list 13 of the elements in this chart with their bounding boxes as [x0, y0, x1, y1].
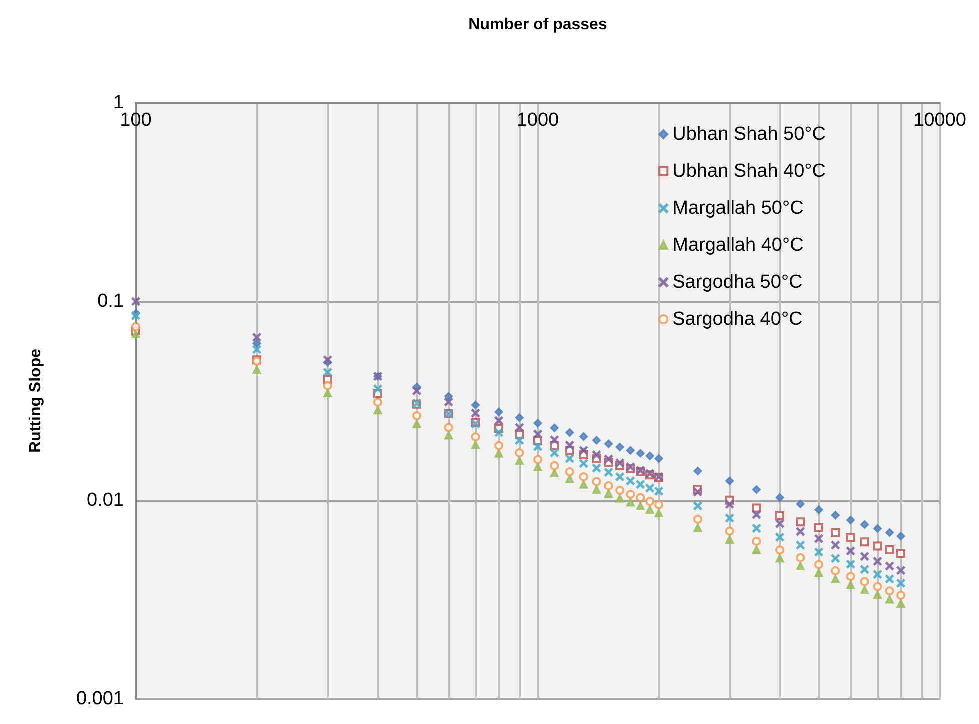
legend-label: Sargodha 40°C	[672, 309, 803, 330]
y-tick-label: 0.01	[87, 490, 124, 511]
y-axis-title: Rutting Slope	[28, 348, 44, 453]
x-tick-label: 1000	[516, 110, 560, 131]
y-tick-label: 0.1	[98, 291, 124, 312]
x-tick-label: 10000	[914, 110, 966, 131]
legend-label: Ubhan Shah 50°C	[672, 124, 826, 145]
legend-label: Ubhan Shah 40°C	[672, 161, 826, 182]
legend-label: Margallah 40°C	[672, 235, 804, 256]
legend-label: Margallah 50°C	[672, 198, 804, 219]
legend-label: Sargodha 50°C	[672, 272, 803, 293]
x-axis-title: Number of passes	[468, 16, 608, 34]
y-tick-label: 0.001	[76, 688, 124, 710]
